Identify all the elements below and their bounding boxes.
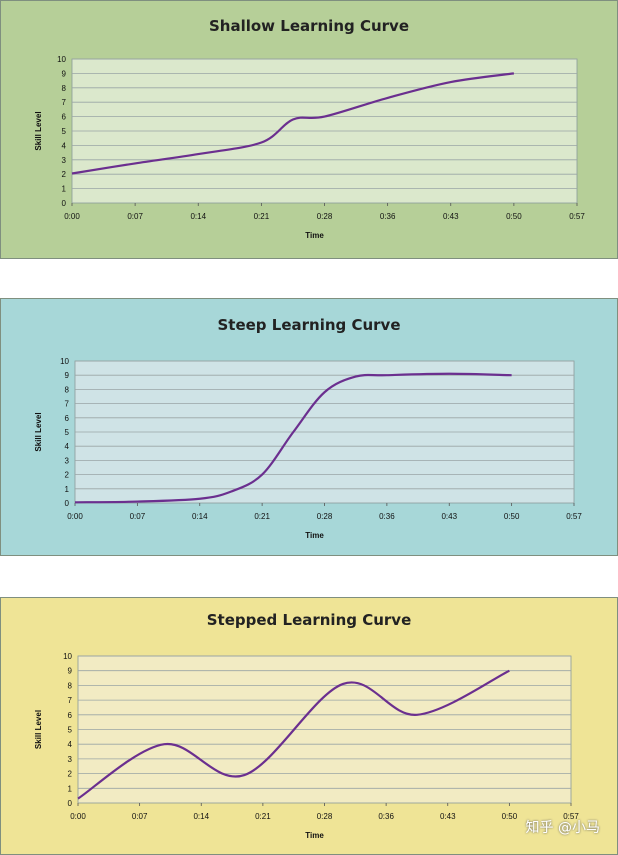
x-tick-label: 0:57 <box>569 212 585 221</box>
y-tick-label: 10 <box>57 55 66 64</box>
y-tick-label: 0 <box>62 199 67 208</box>
x-tick-label: 0:00 <box>64 212 80 221</box>
y-tick-label: 3 <box>62 156 67 165</box>
x-tick-label: 0:14 <box>190 212 206 221</box>
y-tick-label: 10 <box>60 357 69 366</box>
y-axis-label: Skill Level <box>34 412 43 451</box>
x-tick-label: 0:00 <box>70 812 86 821</box>
y-tick-label: 3 <box>65 456 70 465</box>
x-tick-label: 0:36 <box>380 212 396 221</box>
chart-panel-shallow: Shallow Learning Curve 0 1 2 3 4 5 6 7 8 9 10 0:00 0:… <box>0 0 618 259</box>
y-tick-label: 2 <box>62 170 67 179</box>
y-tick-label: 5 <box>65 428 70 437</box>
y-tick-label: 1 <box>62 185 67 194</box>
y-tick-label: 5 <box>68 726 73 735</box>
x-tick-label: 0:36 <box>378 812 394 821</box>
y-tick-label: 7 <box>65 400 70 409</box>
y-tick-label: 8 <box>62 84 67 93</box>
x-axis-label: Time <box>305 831 324 840</box>
y-tick-label: 6 <box>62 113 67 122</box>
y-tick-label: 2 <box>68 770 73 779</box>
x-tick-label: 0:36 <box>379 512 395 521</box>
chart-svg-steep: Steep Learning Curve 0 1 2 3 4 5 6 7 8 9 10 0:00 0:07… <box>1 299 617 555</box>
y-tick-label: 4 <box>65 442 70 451</box>
x-tick-label: 0:28 <box>317 212 333 221</box>
x-tick-label: 0:00 <box>67 512 83 521</box>
x-tick-label: 0:21 <box>255 812 271 821</box>
y-tick-label: 9 <box>62 69 67 78</box>
y-tick-label: 6 <box>68 711 73 720</box>
chart-title: Steep Learning Curve <box>217 316 400 334</box>
chart-panel-steep: Steep Learning Curve 0 1 2 3 4 5 6 7 8 9 10 0:00 0:07… <box>0 298 618 556</box>
y-axis-label: Skill Level <box>34 710 43 749</box>
series-line-steep <box>74 372 512 504</box>
y-tick-label: 6 <box>65 414 70 423</box>
x-tick-label: 0:50 <box>504 512 520 521</box>
x-tick-label: 0:07 <box>132 812 148 821</box>
y-tick-label: 0 <box>68 799 73 808</box>
y-tick-label: 8 <box>65 385 70 394</box>
x-axis-label: Time <box>305 531 324 540</box>
x-axis-label: Time <box>305 231 324 240</box>
x-tick-label: 0:50 <box>506 212 522 221</box>
chart-svg-shallow: Shallow Learning Curve 0 1 2 3 4 5 6 7 8 9 10 0:00 0:… <box>1 1 617 258</box>
chart-title: Stepped Learning Curve <box>207 611 412 629</box>
y-tick-label: 9 <box>65 371 70 380</box>
y-tick-label: 4 <box>68 740 73 749</box>
chart-panel-stepped: Stepped Learning Curve 0 1 2 3 4 5 6 7 8 9 10 0:00 0:… <box>0 597 618 855</box>
y-tick-label: 9 <box>68 667 73 676</box>
x-tick-label: 0:07 <box>127 212 143 221</box>
watermark: 知乎 @小马 <box>525 820 600 836</box>
x-tick-label: 0:43 <box>443 212 459 221</box>
x-tick-label: 0:28 <box>317 812 333 821</box>
x-tick-label: 0:50 <box>502 812 518 821</box>
y-tick-label: 7 <box>62 98 67 107</box>
y-tick-label: 8 <box>68 681 73 690</box>
chart-title: Shallow Learning Curve <box>209 17 409 35</box>
y-tick-label: 7 <box>68 696 73 705</box>
x-tick-label: 0:43 <box>440 812 456 821</box>
x-tick-label: 0:57 <box>566 512 582 521</box>
y-tick-label: 1 <box>65 485 70 494</box>
x-tick-label: 0:14 <box>193 812 209 821</box>
y-tick-label: 1 <box>68 784 73 793</box>
y-tick-label: 4 <box>62 141 67 150</box>
x-tick-label: 0:43 <box>441 512 457 521</box>
series-line-shallow <box>71 72 515 175</box>
series-line-stepped <box>77 669 510 800</box>
chart-svg-stepped: Stepped Learning Curve 0 1 2 3 4 5 6 7 8 9 10 0:00 0:… <box>1 598 617 854</box>
x-tick-label: 0:28 <box>317 512 333 521</box>
x-tick-label: 0:07 <box>130 512 146 521</box>
x-tick-label: 0:57 <box>563 812 579 821</box>
y-tick-label: 2 <box>65 471 70 480</box>
x-tick-label: 0:14 <box>192 512 208 521</box>
y-tick-label: 5 <box>62 127 67 136</box>
y-tick-label: 10 <box>63 652 72 661</box>
x-tick-label: 0:21 <box>254 212 270 221</box>
y-axis-label: Skill Level <box>34 111 43 150</box>
y-tick-label: 3 <box>68 755 73 764</box>
y-tick-label: 0 <box>65 499 70 508</box>
x-tick-label: 0:21 <box>254 512 270 521</box>
